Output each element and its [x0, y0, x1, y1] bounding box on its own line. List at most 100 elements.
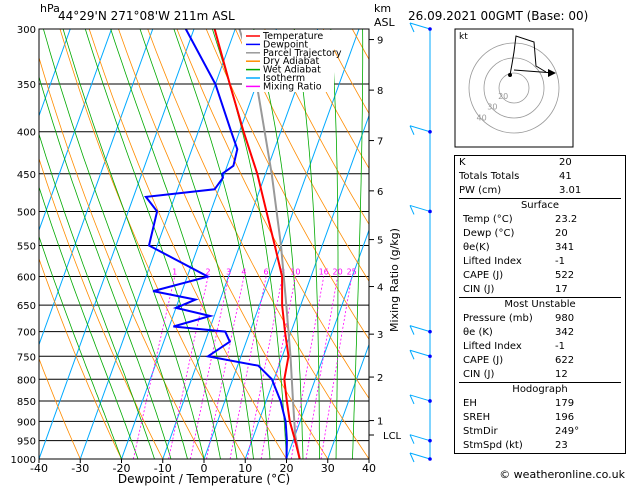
wet-adiabat-line [39, 75, 172, 459]
hodograph-param-value: 179 [555, 398, 575, 409]
surface-value: -1 [555, 256, 565, 267]
wet-adiabat-line [39, 185, 139, 459]
surface-label: Lifted Index [463, 256, 522, 267]
pressure-tick-label: 600 [17, 273, 36, 284]
isotherm-line [79, 29, 236, 459]
temp-tick-label: -10 [154, 462, 172, 475]
surface-label: θe(K) [463, 242, 490, 253]
storm-motion-arrow [548, 69, 556, 77]
wet-adiabat-line [39, 235, 122, 459]
index-row: Totals Totals 41 [455, 170, 625, 184]
wind-barb-flag [409, 325, 415, 335]
most-unstable-label: CIN (J) [463, 369, 495, 380]
pressure-tick-label: 500 [17, 207, 36, 218]
mixing-ratio-label: 20 [333, 268, 343, 277]
copyright-footer: © weatheronline.co.uk [499, 468, 625, 481]
surface-value: 341 [555, 242, 575, 253]
pressure-tick-label: 550 [17, 241, 36, 252]
wind-barb-dot [428, 209, 432, 214]
legend-entry: Dewpoint [263, 39, 308, 50]
km-tick-label: 8 [377, 86, 383, 97]
wind-barb-dot [428, 457, 432, 461]
mixing-ratio-line [320, 276, 353, 459]
surface-value: 522 [555, 270, 575, 281]
most-unstable-label: θe (K) [463, 327, 493, 338]
hodograph-param-row: EH 179 [459, 397, 621, 411]
isotherm-line [327, 343, 369, 459]
wind-barb [409, 452, 432, 463]
wind-barb-flag [409, 22, 415, 33]
hodograph-param-row: StmDir 249° [459, 425, 621, 439]
mixing-ratio-label: 10 [290, 268, 300, 277]
index-value: 20 [559, 157, 572, 168]
surface-label: CAPE (J) [463, 270, 504, 281]
hodograph-ring-label: 40 [477, 113, 487, 122]
km-tick-label: 2 [377, 373, 383, 384]
surface-row: CAPE (J) 522 [459, 269, 621, 283]
wind-barb-shaft [409, 22, 431, 30]
wind-barb [409, 349, 432, 360]
most-unstable-label: Lifted Index [463, 341, 522, 352]
mixing-ratio-line [190, 276, 230, 459]
hodograph-ring-label: 30 [487, 103, 497, 112]
most-unstable-value: 622 [555, 355, 575, 366]
hodograph-param-label: StmSpd (kt) [463, 440, 523, 451]
wet-adiabat-line [110, 29, 238, 459]
pressure-tick-label: 800 [17, 375, 36, 386]
mixing-ratio-line [229, 276, 267, 459]
hodograph-title: Hodograph [512, 384, 568, 395]
wet-adiabat-line [330, 29, 339, 459]
most-unstable-label: CAPE (J) [463, 355, 504, 366]
surface-title: Surface [520, 200, 560, 211]
temp-tick-label: -20 [113, 462, 131, 475]
most-unstable-label: Pressure (mb) [463, 313, 533, 324]
location-title: 44°29'N 271°08'W 211m ASL [58, 9, 235, 23]
wind-barb-dot [428, 329, 432, 334]
surface-box: Surface Temp (°C) 23.2 Dewp (°C) 20 θe(K) 341… [459, 198, 621, 297]
most-unstable-row: θe (K) 342 [459, 326, 621, 340]
hodograph-ring [498, 72, 530, 104]
wind-barb-dot [428, 399, 432, 403]
km-tick-label: 4 [377, 283, 383, 294]
surface-row: Lifted Index -1 [459, 255, 621, 269]
parcel-trajectory-line [238, 29, 301, 459]
wind-barb-shaft [409, 349, 431, 357]
pressure-tick-label: 350 [17, 80, 36, 91]
wet-adiabat-line [43, 29, 188, 459]
most-unstable-box: Most Unstable Pressure (mb) 980 θe (K) 342 L… [459, 297, 621, 382]
pressure-tick-label: 700 [17, 328, 36, 339]
isotherm-line [286, 228, 369, 459]
surface-label: CIN (J) [463, 284, 495, 295]
dry-adiabat-line [176, 29, 369, 400]
hodograph-param-row: SREH 196 [459, 411, 621, 425]
km-tick-label: 3 [377, 330, 383, 341]
wind-barb-dot [428, 438, 432, 443]
dry-adiabat-line [235, 29, 369, 283]
hodograph-param-value: 196 [555, 412, 575, 423]
pressure-tick-label: 300 [17, 25, 36, 36]
dry-adiabat-line [39, 257, 122, 459]
mixing-ratio-label: 25 [347, 268, 357, 277]
lcl-label: LCL [383, 431, 402, 442]
legend-entry: Wet Adiabat [263, 65, 321, 76]
hodograph-trace [509, 35, 547, 76]
temp-tick-label: 30 [321, 462, 335, 475]
index-row: PW (cm) 3.01 [455, 184, 625, 198]
surface-row: θe(K) 341 [459, 241, 621, 255]
hpa-label: hPa [40, 2, 60, 15]
temp-tick-label: 20 [280, 462, 294, 475]
km-tick-label: 5 [377, 236, 383, 247]
x-axis-label: Dewpoint / Temperature (°C) [118, 472, 290, 486]
legend-entry: Temperature [262, 31, 323, 42]
most-unstable-value: -1 [555, 341, 565, 352]
most-unstable-row: CAPE (J) 622 [459, 354, 621, 368]
temperature-line [213, 29, 301, 459]
wind-barb-dot [428, 129, 432, 134]
pressure-tick-label: 400 [17, 128, 36, 139]
dry-adiabat-line [59, 29, 246, 459]
dry-adiabat-line [39, 56, 205, 459]
pressure-tick-label: 750 [17, 352, 36, 363]
temp-tick-label: -40 [30, 462, 48, 475]
hodograph-ring [468, 42, 560, 134]
surface-value: 17 [555, 284, 568, 295]
